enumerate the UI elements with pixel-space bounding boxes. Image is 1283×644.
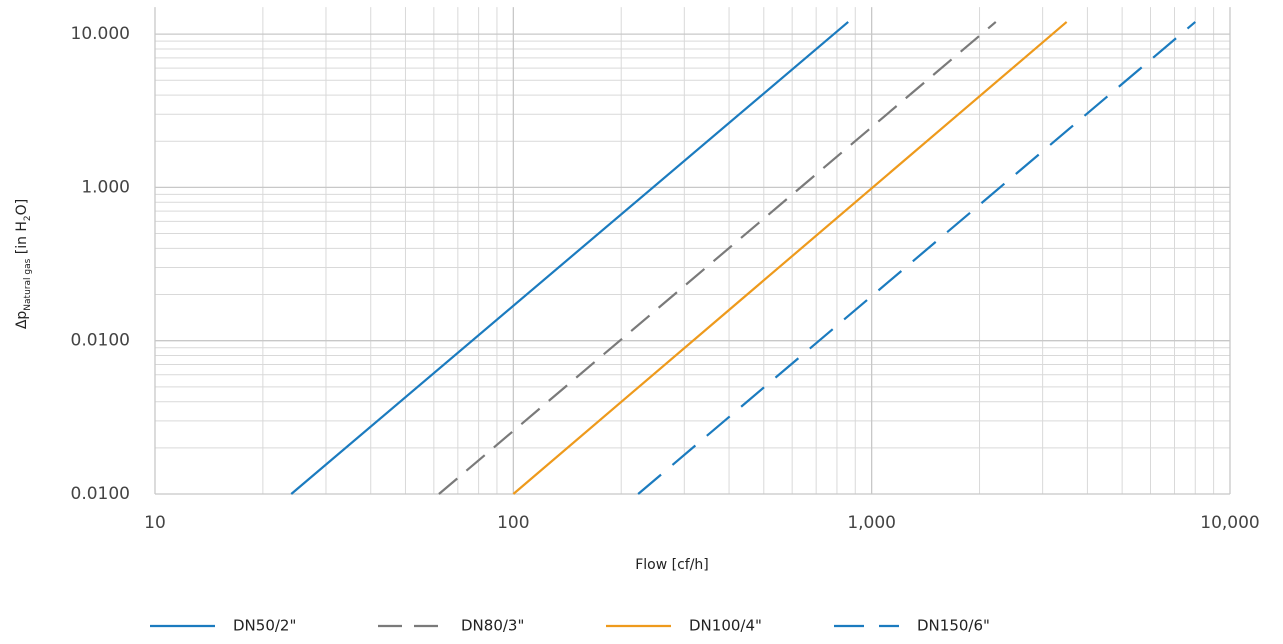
- y-tick-label: 0.0100: [71, 331, 130, 351]
- y-axis-label: ΔpNatural gas [in H2O]: [14, 199, 33, 329]
- legend-label: DN50/2": [233, 617, 296, 635]
- y-tick-label: 0.0100: [71, 484, 130, 504]
- legend-label: DN100/4": [689, 617, 762, 635]
- series-line: [512, 21, 1068, 495]
- series-line: [637, 21, 1196, 495]
- subscript: Natural gas: [23, 258, 33, 310]
- legend-label: DN80/3": [461, 617, 524, 635]
- x-tick-label: 1,000: [847, 513, 896, 533]
- x-tick-label: 10: [144, 513, 166, 533]
- legend-label: DN150/6": [917, 617, 990, 635]
- label-part: O]: [14, 199, 30, 215]
- x-tick-label: 10,000: [1200, 513, 1259, 533]
- y-tick-label: 1.000: [81, 177, 130, 197]
- label-part: [in H: [14, 221, 30, 259]
- label-part: Δp: [14, 311, 30, 330]
- x-tick-label: 100: [497, 513, 529, 533]
- series-line: [290, 21, 849, 495]
- y-tick-label: 10.000: [71, 24, 130, 44]
- x-axis-label: Flow [cf/h]: [635, 557, 709, 573]
- subscript: 2: [23, 215, 33, 221]
- series-line: [438, 21, 997, 495]
- y-axis-label-text: ΔpNatural gas [in H2O]: [14, 199, 33, 329]
